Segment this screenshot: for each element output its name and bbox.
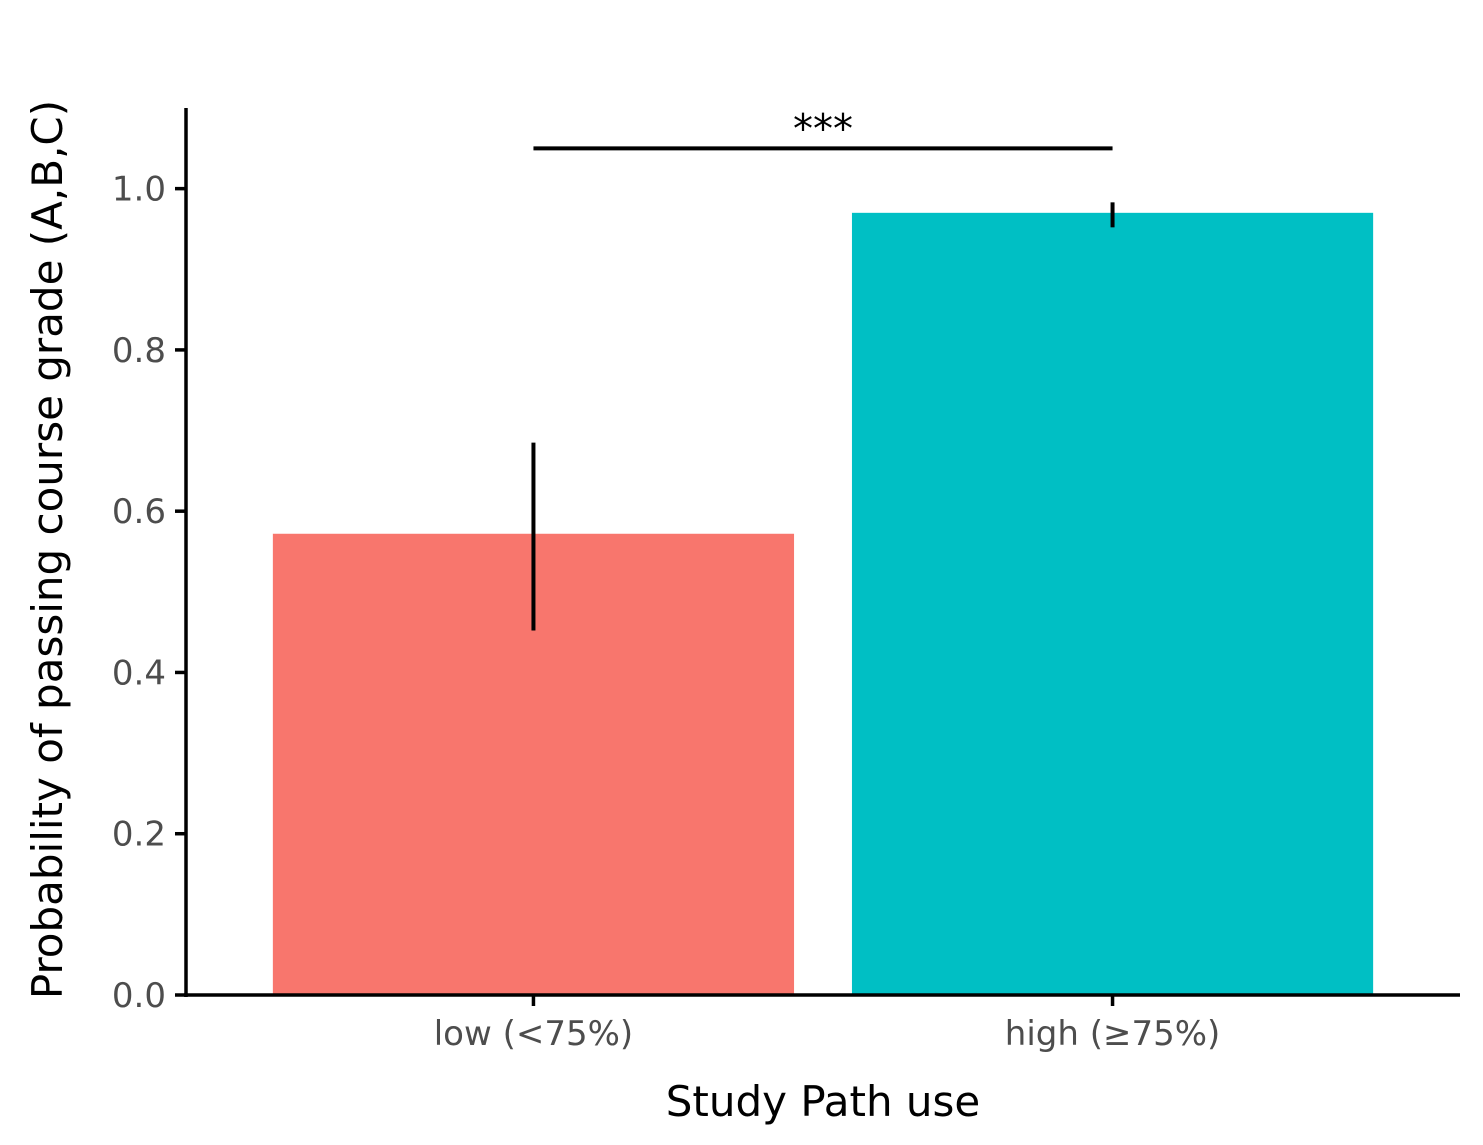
bars-group (272, 212, 1374, 995)
bar-1 (851, 212, 1374, 995)
y-tick-label-1: 0.2 (112, 815, 166, 855)
y-tick-label-4: 0.8 (112, 331, 166, 371)
error-bars-group (531, 202, 1115, 631)
y-tick-label-3: 0.6 (112, 492, 166, 532)
x-tick-label-1: high (≥75%) (1005, 1014, 1221, 1054)
x-axis-title: Study Path use (666, 1077, 981, 1126)
significance-label: *** (793, 106, 853, 152)
y-axis-title: Probability of passing course grade (A,B… (23, 100, 72, 999)
x-tick-label-0: low (<75%) (434, 1014, 633, 1054)
significance-group: *** (533, 106, 1113, 152)
y-tick-label-0: 0.0 (112, 976, 166, 1016)
y-axis-ticks: 0.0 0.2 0.4 0.6 0.8 1.0 (112, 170, 186, 1016)
y-tick-label-2: 0.4 (112, 653, 166, 693)
y-tick-label-5: 1.0 (112, 170, 166, 210)
x-axis-ticks: low (<75%) high (≥75%) (434, 995, 1221, 1054)
axes-group (184, 108, 1460, 997)
